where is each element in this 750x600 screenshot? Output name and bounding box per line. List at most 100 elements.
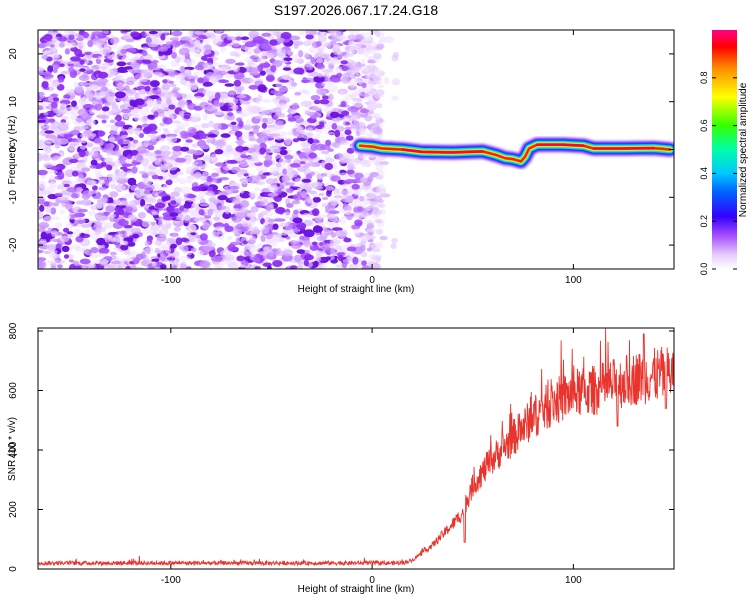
noise-blob xyxy=(236,94,247,99)
noise-blob xyxy=(75,64,85,68)
noise-blob xyxy=(60,70,70,75)
noise-blob xyxy=(74,86,84,94)
noise-blob xyxy=(291,102,299,111)
noise-blob xyxy=(251,151,260,158)
noise-blob xyxy=(261,129,271,135)
noise-blob xyxy=(366,222,375,230)
noise-blob xyxy=(296,127,305,133)
noise-blob xyxy=(248,84,259,90)
noise-blob xyxy=(200,123,209,129)
noise-blob xyxy=(310,95,321,101)
noise-blob xyxy=(199,217,208,223)
noise-blob xyxy=(248,30,260,38)
noise-blob xyxy=(231,104,239,111)
noise-blob xyxy=(229,182,241,191)
noise-blob xyxy=(59,209,66,215)
noise-blob xyxy=(248,67,259,75)
noise-blob xyxy=(130,250,139,256)
noise-blob xyxy=(213,99,220,107)
noise-blob xyxy=(111,54,118,59)
noise-blob xyxy=(233,79,242,87)
noise-blob xyxy=(215,112,225,116)
noise-blob xyxy=(360,251,368,258)
noise-blob xyxy=(181,245,189,253)
noise-blob xyxy=(78,74,90,82)
noise-blob xyxy=(128,68,135,73)
noise-blob xyxy=(252,174,262,182)
spectrogram-signal-ridge xyxy=(352,136,674,170)
noise-blob xyxy=(267,218,276,223)
y-tick-label: 600 xyxy=(8,382,19,399)
noise-blob xyxy=(179,263,187,269)
noise-blob xyxy=(123,251,132,255)
noise-blob xyxy=(190,49,201,54)
noise-blob xyxy=(172,145,183,152)
noise-blob xyxy=(163,30,170,34)
noise-blob xyxy=(47,65,54,73)
noise-blob xyxy=(269,170,278,178)
noise-blob xyxy=(164,69,175,73)
noise-blob xyxy=(367,239,374,243)
noise-blob xyxy=(331,162,338,171)
noise-blob xyxy=(267,193,279,197)
noise-blob xyxy=(207,208,214,216)
noise-blob xyxy=(216,139,224,144)
noise-blob xyxy=(198,163,209,169)
noise-blob xyxy=(272,260,283,267)
noise-blob xyxy=(257,94,263,102)
noise-blob xyxy=(312,225,323,233)
noise-blob xyxy=(239,200,250,208)
noise-blob xyxy=(260,210,268,216)
noise-blob xyxy=(57,75,65,83)
noise-blob xyxy=(180,255,191,261)
noise-blob xyxy=(375,175,384,180)
noise-blob xyxy=(90,247,99,254)
noise-blob xyxy=(354,219,363,227)
noise-blob xyxy=(212,167,220,172)
noise-blob xyxy=(89,164,97,169)
noise-blob xyxy=(257,112,266,118)
noise-blob xyxy=(316,63,326,70)
noise-blob xyxy=(64,48,70,55)
noise-blob xyxy=(38,101,46,109)
noise-blob xyxy=(284,182,296,186)
noise-blob xyxy=(132,237,140,243)
noise-blob xyxy=(272,236,281,243)
noise-blob xyxy=(324,41,332,48)
noise-blob xyxy=(193,96,203,100)
noise-blob xyxy=(366,31,372,40)
noise-blob xyxy=(79,59,85,65)
noise-blob xyxy=(174,56,181,63)
noise-blob xyxy=(366,71,376,79)
noise-blob xyxy=(56,184,65,190)
noise-blob xyxy=(182,214,191,221)
noise-blob xyxy=(110,36,120,45)
noise-blob xyxy=(339,172,348,180)
x-tick-label: 100 xyxy=(565,575,582,586)
noise-blob xyxy=(372,209,382,216)
noise-blob xyxy=(207,201,217,210)
noise-blob xyxy=(286,203,294,208)
colorbar-tick-label: 0.2 xyxy=(699,215,709,228)
noise-blob xyxy=(81,167,91,172)
noise-blob xyxy=(175,237,183,246)
noise-blob xyxy=(163,158,172,167)
noise-blob xyxy=(198,34,207,39)
noise-blob xyxy=(136,60,144,64)
noise-blob xyxy=(41,81,49,88)
noise-blob xyxy=(179,78,187,85)
noise-blob xyxy=(245,251,253,257)
noise-blob xyxy=(127,127,135,135)
noise-blob xyxy=(287,117,297,122)
noise-blob xyxy=(303,108,315,117)
noise-blob xyxy=(318,192,325,196)
noise-blob xyxy=(188,224,197,232)
noise-blob xyxy=(178,178,186,185)
noise-blob xyxy=(342,54,350,62)
noise-blob xyxy=(50,207,57,215)
noise-blob xyxy=(124,85,130,92)
noise-blob xyxy=(362,199,372,206)
noise-blob xyxy=(219,30,231,33)
noise-blob xyxy=(308,152,317,159)
